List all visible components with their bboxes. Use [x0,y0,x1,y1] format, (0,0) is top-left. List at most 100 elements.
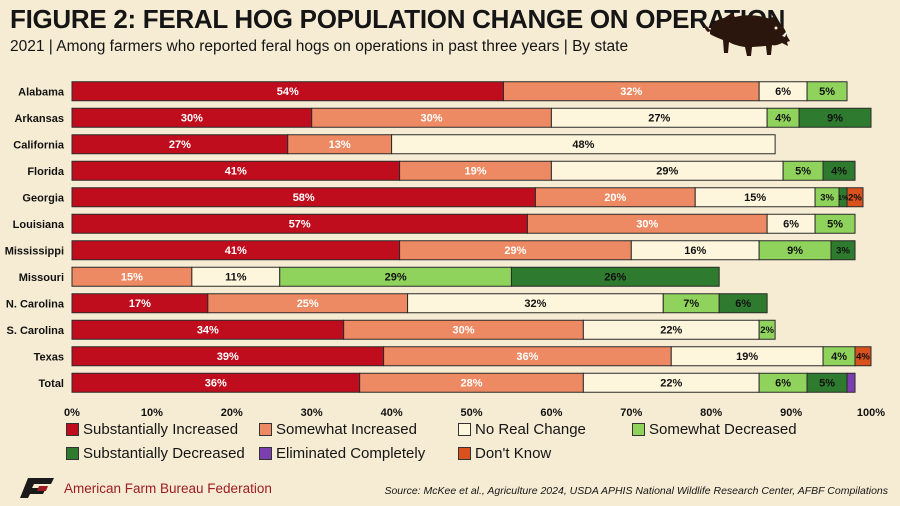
data-label: 32% [620,86,642,98]
bar-segment [798,107,872,128]
legend-swatch [259,447,272,460]
data-label: 2% [848,193,862,204]
bar-segment [846,372,856,393]
data-label: 27% [648,113,670,125]
data-label: 22% [660,325,682,337]
category-label: Georgia [22,192,64,204]
data-label: 41% [225,245,247,257]
data-label: 26% [604,272,626,284]
legend-item: No Real Change [458,421,586,438]
data-label: 11% [225,272,247,284]
feral-hog-icon [704,13,790,56]
data-label: 32% [524,298,546,310]
category-label: Mississippi [5,245,64,257]
x-tick-label: 90% [780,407,802,419]
data-label: 6% [775,378,791,390]
category-label: Louisiana [13,219,65,231]
data-label: 2% [760,325,774,336]
x-tick-label: 70% [620,407,642,419]
data-label: 30% [636,219,658,231]
bar-segment [391,134,776,155]
legend-label: Substantially Increased [83,421,239,438]
bar-segment [510,266,720,287]
data-label: 5% [819,378,835,390]
category-label: Florida [27,166,65,178]
category-label: Texas [34,351,64,363]
source-note: Source: McKee et al., Agriculture 2024, … [384,485,888,497]
bars-layer [71,81,872,393]
data-label: 41% [225,166,247,178]
data-label: 28% [460,378,482,390]
legend-item: Substantially Increased [66,421,238,438]
bar-segment [822,160,856,181]
x-tick-label: 40% [381,407,403,419]
data-label: 34% [197,325,219,337]
legend-label: Don't Know [475,445,552,462]
labels-layer: 0% 10% 20% 30% 40% 50% 60% 70% 80% 90% 100% Alabama… [5,86,886,419]
x-tick-label: 80% [700,407,722,419]
chart-subtitle: 2021 | Among farmers who reported feral … [10,38,629,55]
x-tick-label: 10% [141,407,163,419]
x-tick-label: 60% [540,407,562,419]
legend-item: Eliminated Completely [259,445,425,462]
data-label: 5% [795,166,811,178]
bar-segment [718,293,768,314]
legend-label: Eliminated Completely [276,445,426,462]
data-label: 36% [205,378,227,390]
stacked-bar-chart: 0% 10% 20% 30% 40% 50% 60% 70% 80% 90% 100% Alabama… [5,81,886,419]
category-label: Missouri [19,272,64,284]
x-tick-label: 30% [301,407,323,419]
bar-segment [758,319,776,340]
data-label: 29% [504,245,526,257]
category-label: Total [39,378,64,390]
data-label: 4% [831,351,847,363]
data-label: 22% [660,378,682,390]
data-label: 7% [683,298,699,310]
legend-item: Substantially Decreased [66,445,245,462]
category-label: California [13,139,65,151]
legend-item: Don't Know [458,445,551,462]
data-label: 20% [604,192,626,204]
bar-segment [814,213,856,234]
x-tick-label: 100% [857,407,885,419]
data-label: 15% [744,192,766,204]
data-label: 30% [181,113,203,125]
data-label: 3% [820,193,834,204]
data-label: 6% [783,219,799,231]
data-label: 9% [787,245,803,257]
data-label: 5% [819,86,835,98]
legend-swatch [66,447,79,460]
category-label: N. Carolina [6,298,65,310]
data-label: 57% [289,219,311,231]
bar-segment [854,346,872,367]
data-label: 15% [121,272,143,284]
data-label: 19% [736,351,758,363]
data-label: 30% [452,325,474,337]
legend-label: Somewhat Decreased [649,421,797,438]
data-label: 48% [572,139,594,151]
bar-segment [846,187,864,208]
data-label: 1% [838,195,849,202]
legend-swatch [259,423,272,436]
legend-label: No Real Change [475,421,586,438]
data-label: 13% [329,139,351,151]
legend-swatch [632,423,645,436]
data-label: 29% [656,166,678,178]
data-label: 54% [277,86,299,98]
data-label: 30% [421,113,443,125]
legend-swatch [458,447,471,460]
data-label: 36% [516,351,538,363]
legend-item: Somewhat Increased [259,421,417,438]
bar-segment [806,81,848,102]
data-label: 29% [385,272,407,284]
legend-swatch [66,423,79,436]
data-label: 58% [293,192,315,204]
data-label: 39% [217,351,239,363]
data-label: 6% [735,298,751,310]
data-label: 19% [464,166,486,178]
x-tick-label: 20% [221,407,243,419]
footer-brand: American Farm Bureau Federation [20,478,272,498]
chart-title: FIGURE 2: FERAL HOG POPULATION CHANGE ON… [10,4,786,34]
afbf-logo-icon [20,478,54,498]
x-tick-label: 0% [64,407,80,419]
